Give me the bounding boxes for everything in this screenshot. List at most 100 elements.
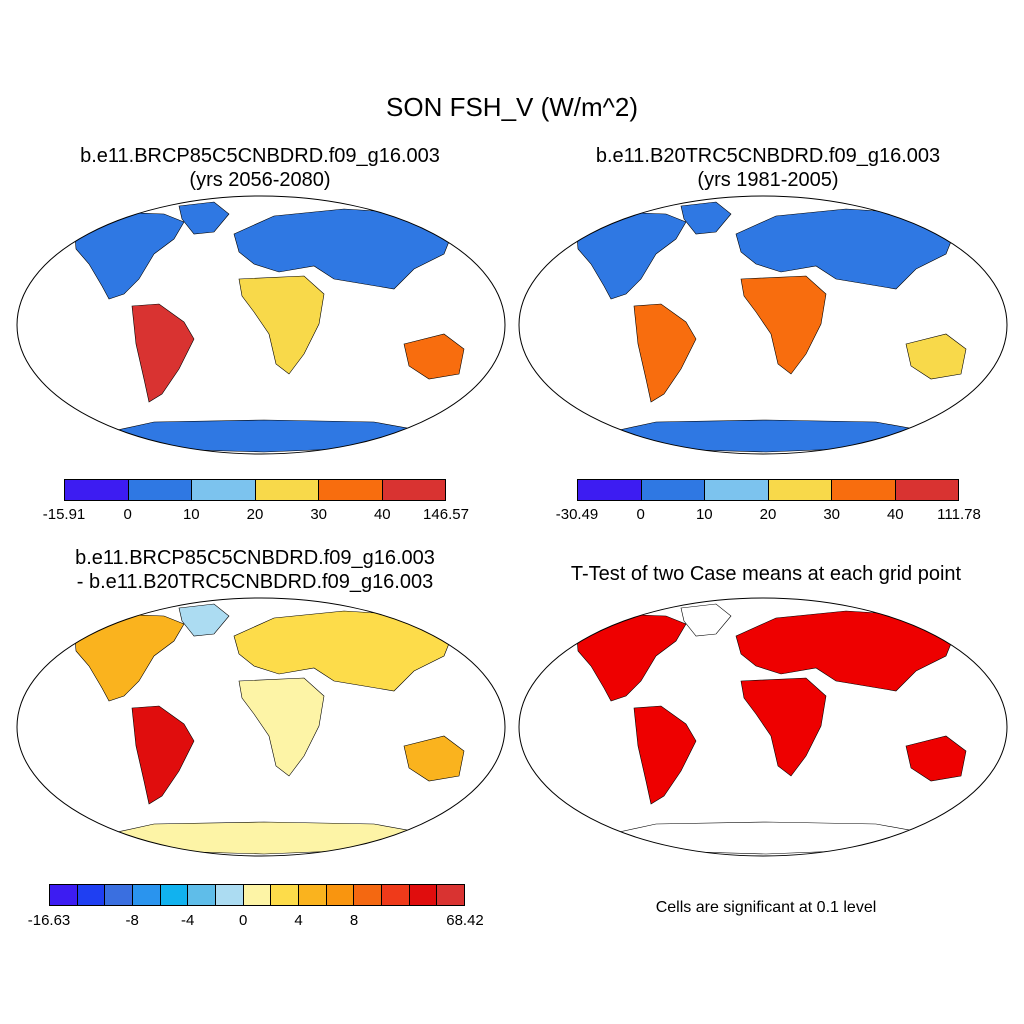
panel2-land bbox=[575, 201, 967, 453]
panel2-tick: 0 bbox=[636, 506, 645, 523]
australia bbox=[403, 735, 465, 782]
map-frame bbox=[518, 195, 1008, 455]
africa bbox=[740, 275, 827, 375]
colorbar-swatch bbox=[832, 480, 896, 500]
colorbar-swatch bbox=[128, 480, 192, 500]
colorbar-swatch bbox=[354, 885, 383, 905]
south-america bbox=[131, 705, 195, 805]
panel1-tick: 20 bbox=[246, 506, 264, 523]
colorbar-swatch bbox=[319, 480, 383, 500]
south-america bbox=[633, 705, 697, 805]
panel3-tick: 4 bbox=[294, 912, 303, 929]
south-america bbox=[633, 303, 697, 403]
panel3-colorbar bbox=[49, 884, 465, 906]
panel2-title-line1: b.e11.B20TRC5CNBDRD.f09_g16.003 bbox=[595, 145, 941, 167]
greenland bbox=[178, 201, 230, 235]
colorbar-swatch bbox=[65, 480, 129, 500]
panel3-title: b.e11.BRCP85C5CNBDRD.f09_g16.003 - b.e11… bbox=[0, 546, 510, 594]
panel1-tick: 0 bbox=[123, 506, 132, 523]
panel4-map bbox=[518, 597, 1008, 857]
panel3-colorbar-ticks: -16.63 -8 -4 0 4 8 68.42 bbox=[28, 912, 484, 932]
europe-asia bbox=[735, 208, 957, 290]
panel3-map bbox=[16, 597, 506, 857]
panel1-tick: 146.57 bbox=[423, 506, 469, 523]
panel1-colorbar-ticks: -15.91 0 10 20 30 40 146.57 bbox=[43, 506, 469, 526]
panel2-tick: 40 bbox=[886, 506, 904, 523]
main-title: SON FSH_V (W/m^2) bbox=[386, 92, 638, 122]
colorbar-swatch bbox=[255, 480, 319, 500]
colorbar-swatch bbox=[77, 885, 106, 905]
south-america bbox=[131, 303, 195, 403]
africa bbox=[238, 275, 325, 375]
greenland bbox=[178, 603, 230, 637]
antarctica bbox=[600, 821, 932, 855]
colorbar-swatch bbox=[188, 885, 217, 905]
north-america bbox=[575, 613, 687, 702]
panel1-tick: 10 bbox=[182, 506, 200, 523]
panel2-colorbar-ticks: -30.49 0 10 20 30 40 111.78 bbox=[556, 506, 981, 526]
panel1-title: b.e11.BRCP85C5CNBDRD.f09_g16.003 (yrs 20… bbox=[10, 144, 510, 192]
panel2-tick: 30 bbox=[823, 506, 841, 523]
north-america bbox=[575, 211, 687, 300]
panel2-tick: -30.49 bbox=[555, 506, 599, 523]
panel2-tick: 111.78 bbox=[937, 506, 981, 523]
europe-asia bbox=[233, 208, 455, 290]
europe-asia bbox=[233, 610, 455, 692]
antarctica bbox=[600, 419, 932, 453]
panel1-land bbox=[73, 201, 465, 453]
panel1-tick: -15.91 bbox=[42, 506, 86, 523]
panel1-colorbar bbox=[64, 479, 446, 501]
europe-asia bbox=[735, 610, 957, 692]
panel4-title: T-Test of two Case means at each grid po… bbox=[570, 563, 962, 585]
colorbar-swatch bbox=[409, 885, 438, 905]
panel3-tick: 8 bbox=[349, 912, 359, 929]
panel3-title-line2: - b.e11.B20TRC5CNBDRD.f09_g16.003 bbox=[76, 571, 434, 593]
panel2-colorbar bbox=[577, 479, 959, 501]
panel1-tick: 40 bbox=[373, 506, 391, 523]
panel3-tick: -16.63 bbox=[27, 912, 71, 929]
colorbar-swatch bbox=[50, 885, 78, 905]
colorbar-swatch bbox=[299, 885, 327, 905]
panel1-tick: 30 bbox=[310, 506, 328, 523]
antarctica bbox=[98, 419, 430, 453]
colorbar-swatch bbox=[105, 885, 134, 905]
panel2-map bbox=[518, 195, 1008, 455]
colorbar-swatch bbox=[768, 480, 832, 500]
colorbar-swatch bbox=[133, 885, 161, 905]
antarctica bbox=[98, 821, 430, 855]
africa bbox=[238, 677, 325, 777]
colorbar-swatch bbox=[578, 480, 642, 500]
panel3-tick: -4 bbox=[180, 912, 195, 929]
australia bbox=[403, 333, 465, 380]
panel2-tick: 10 bbox=[695, 506, 713, 523]
panel3-tick: 68.42 bbox=[446, 912, 484, 929]
panel1-title-line2: (yrs 2056-2080) bbox=[189, 169, 331, 191]
colorbar-swatch bbox=[216, 885, 244, 905]
africa bbox=[740, 677, 827, 777]
greenland bbox=[680, 201, 732, 235]
colorbar-swatch bbox=[895, 480, 958, 500]
colorbar-swatch bbox=[160, 885, 189, 905]
panel3-title-line1: b.e11.BRCP85C5CNBDRD.f09_g16.003 bbox=[75, 547, 435, 569]
panel4-land bbox=[575, 603, 967, 855]
panel1-map bbox=[16, 195, 506, 455]
panel1-title-line1: b.e11.BRCP85C5CNBDRD.f09_g16.003 bbox=[80, 145, 440, 167]
colorbar-swatch bbox=[243, 885, 272, 905]
map-frame bbox=[16, 195, 506, 455]
colorbar-swatch bbox=[192, 480, 256, 500]
panel2-tick: 20 bbox=[759, 506, 777, 523]
colorbar-swatch bbox=[326, 885, 355, 905]
colorbar-swatch bbox=[641, 480, 705, 500]
panel3-tick: -8 bbox=[125, 912, 139, 929]
colorbar-swatch bbox=[271, 885, 300, 905]
north-america bbox=[73, 613, 185, 702]
panel3-tick: 0 bbox=[238, 912, 248, 929]
colorbar-swatch bbox=[437, 885, 465, 905]
map-frame bbox=[518, 597, 1008, 857]
panel2-title: b.e11.B20TRC5CNBDRD.f09_g16.003 (yrs 198… bbox=[518, 144, 1018, 192]
map-frame bbox=[16, 597, 506, 857]
australia bbox=[905, 333, 967, 380]
colorbar-swatch bbox=[382, 885, 410, 905]
australia bbox=[905, 735, 967, 782]
panel2-title-line2: (yrs 1981-2005) bbox=[697, 169, 839, 191]
